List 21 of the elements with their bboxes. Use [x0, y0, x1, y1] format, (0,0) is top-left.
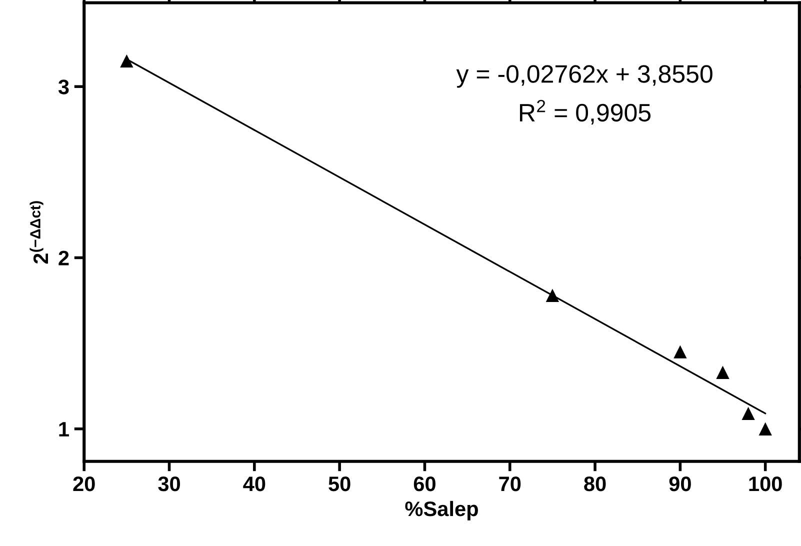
y-tick-label: 3 [58, 80, 69, 94]
x-tick-label: 20 [73, 476, 95, 492]
y-tick-label: 2 [58, 250, 69, 266]
x-tick-label: 70 [499, 476, 521, 492]
x-tick-label: 100 [749, 476, 782, 492]
annotation: y = -0,02762x + 3,8550 [456, 65, 712, 88]
x-tick-label: 60 [414, 476, 436, 492]
x-axis-title: %Salep [405, 500, 478, 520]
x-tick-label: 50 [328, 476, 350, 492]
x-tick-label: 30 [158, 476, 180, 492]
annotation: R$^{2}$ = 0,9905 [520, 100, 651, 125]
point [716, 366, 730, 379]
point [674, 345, 687, 358]
point [758, 422, 772, 436]
point [742, 406, 755, 420]
point [120, 54, 134, 68]
x-tick-label: 40 [243, 476, 266, 492]
x-tick-label: 90 [669, 476, 691, 492]
y-tick-label: 1 [59, 422, 69, 436]
y-axis-title: 2$^{(−ΔΔct)}$ [30, 201, 48, 264]
x-tick-label: 80 [584, 476, 606, 492]
